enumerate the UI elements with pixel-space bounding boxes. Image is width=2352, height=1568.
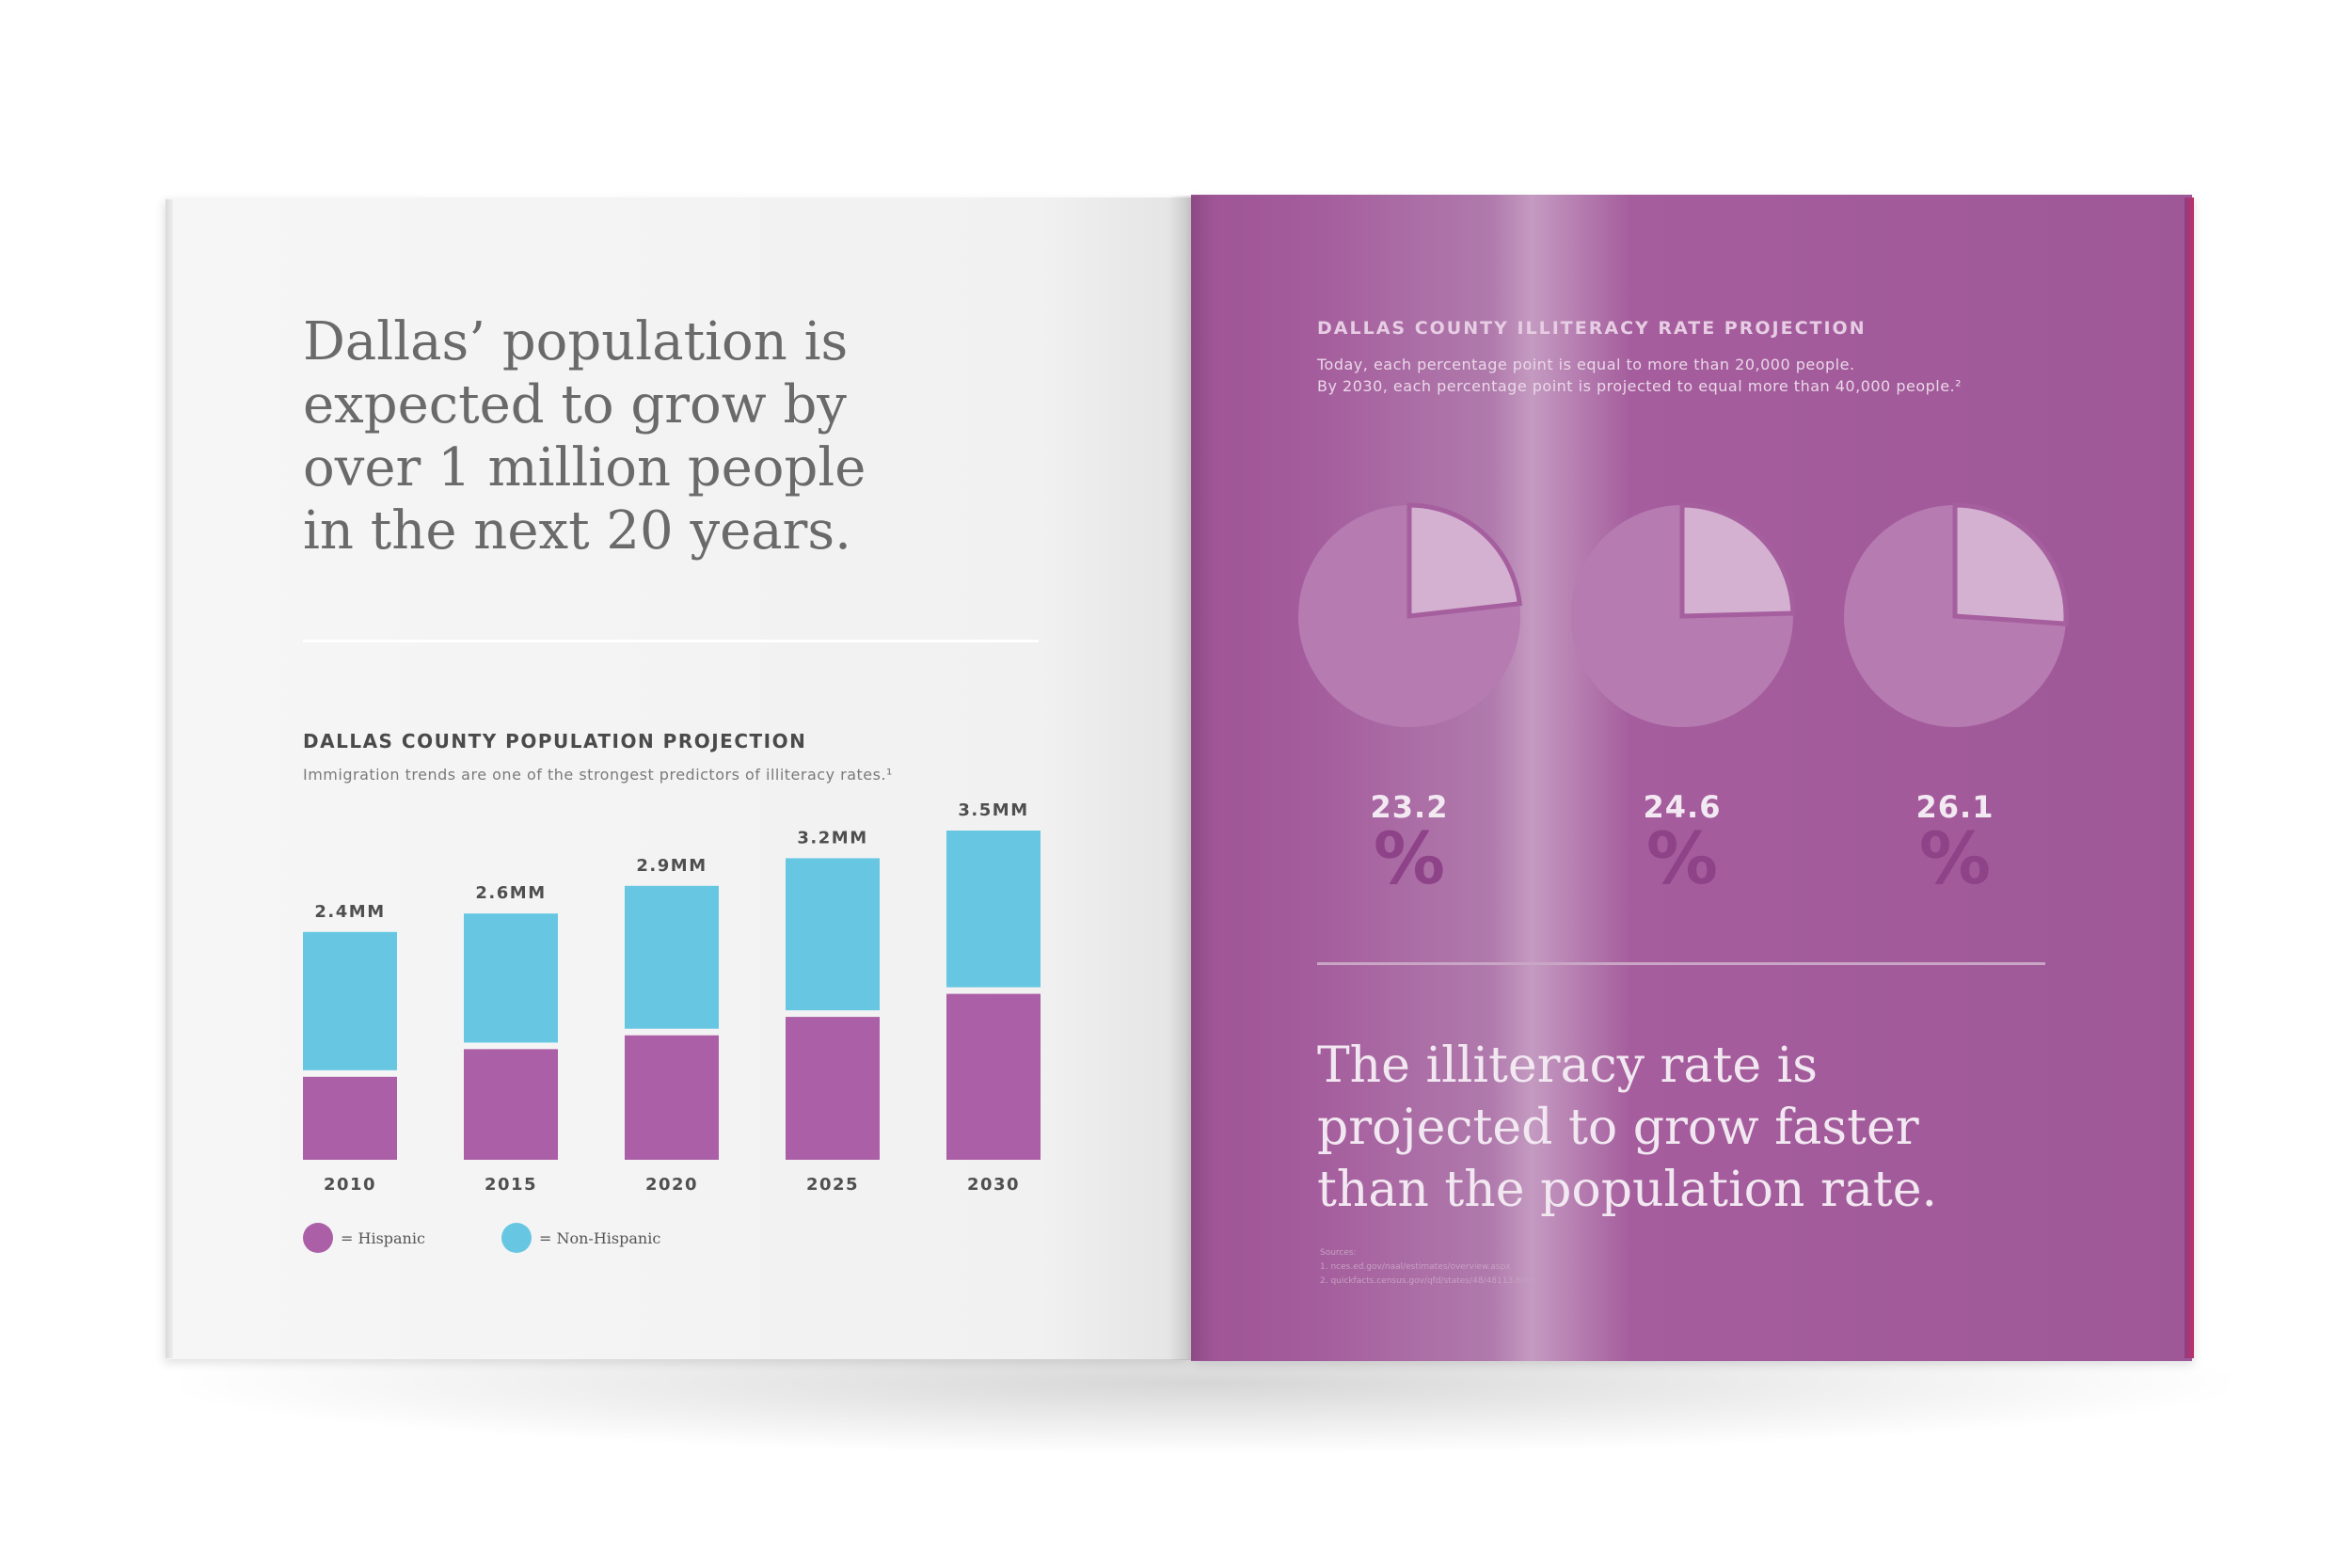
book-spine: [1168, 196, 1214, 1360]
legend-label: = Non-Hispanic: [539, 1228, 661, 1247]
bar-segment-non-hispanic: [946, 831, 1041, 988]
legend-label: = Hispanic: [341, 1228, 425, 1247]
x-axis-tick-label: 2025: [806, 1175, 859, 1195]
legend-hispanic: = Hispanic: [303, 1223, 425, 1253]
sources-footnote: Sources: 1. nces.ed.gov/naal/estimates/o…: [1320, 1246, 1535, 1289]
hispanic-swatch: [303, 1223, 333, 1253]
population-bar-chart: 2.4MM 2010 2.6MM 2015 2.9MM 2020 3.2MM 2025 3.5M…: [303, 800, 1041, 1195]
bar-segment-non-hispanic: [786, 858, 880, 1011]
pie-chart-subtitle: Today, each percentage point is equal to…: [1317, 354, 1962, 397]
left-page-edge: [166, 199, 173, 1358]
pie-slice-illiteracy: [1406, 502, 1523, 619]
bar-segment-non-hispanic: [464, 913, 558, 1043]
bar-segment-non-hispanic: [303, 931, 397, 1070]
source-item: 2. quickfacts.census.gov/qfd/states/48/4…: [1320, 1276, 1535, 1286]
right-page-edge: [2185, 198, 2194, 1358]
bar-total-label: 3.5MM: [958, 800, 1028, 820]
bar-segment-hispanic: [946, 993, 1041, 1160]
percent-symbol: %: [1374, 816, 1445, 900]
bar-total-label: 2.9MM: [636, 856, 707, 876]
left-headline-line: in the next 20 years.: [303, 500, 851, 562]
x-axis-tick-label: 2010: [324, 1175, 376, 1195]
bar-segment-hispanic: [625, 1035, 719, 1160]
percent-symbol: %: [1919, 816, 1991, 900]
pie-subtitle-line: By 2030, each percentage point is projec…: [1317, 377, 1963, 395]
bar-chart-subtitle: Immigration trends are one of the strong…: [303, 766, 893, 784]
percent-symbol: %: [1646, 816, 1718, 900]
bar-segment-hispanic: [303, 1076, 397, 1160]
pie-slice-illiteracy: [1679, 502, 1796, 619]
left-headline-line: Dallas’ population is: [303, 311, 849, 372]
left-headline-line: expected to grow by: [303, 374, 847, 436]
bar-total-label: 3.2MM: [797, 828, 867, 847]
bar-segment-non-hispanic: [625, 885, 719, 1029]
pie-value-label: 24.6: [1644, 789, 1722, 825]
illiteracy-pie-charts: 23.2%24.6%26.1%: [1298, 502, 2069, 900]
x-axis-tick-label: 2020: [645, 1175, 698, 1195]
non-hispanic-swatch: [501, 1223, 532, 1253]
source-item: 1. nces.ed.gov/naal/estimates/overview.a…: [1320, 1262, 1511, 1272]
left-headline-line: over 1 million people: [303, 437, 866, 499]
bar-total-label: 2.4MM: [314, 902, 385, 922]
pie-slice-illiteracy: [1952, 502, 2069, 626]
pie-chart-title: DALLAS COUNTY ILLITERACY RATE PROJECTION: [1317, 318, 1867, 339]
right-headline-line: projected to grow faster: [1317, 1100, 1919, 1156]
left-divider: [303, 640, 1039, 642]
bar-chart-title: DALLAS COUNTY POPULATION PROJECTION: [303, 730, 807, 752]
right-headline-line: than the population rate.: [1317, 1162, 1938, 1218]
sources-heading: Sources:: [1320, 1248, 1357, 1258]
right-divider: [1317, 962, 2045, 965]
x-axis-tick-label: 2030: [967, 1175, 1020, 1195]
right-page: [1191, 195, 2192, 1361]
pie-subtitle-line: Today, each percentage point is equal to…: [1317, 356, 1855, 373]
bar-segment-hispanic: [464, 1049, 558, 1160]
pie-value-label: 26.1: [1916, 789, 1994, 825]
legend-non-hispanic: = Non-Hispanic: [501, 1223, 660, 1253]
right-headline: The illiteracy rate is projected to grow…: [1317, 1035, 2032, 1221]
left-page: [166, 198, 1191, 1359]
left-headline: Dallas’ population is expected to grow b…: [303, 310, 1074, 562]
bar-segment-hispanic: [786, 1017, 880, 1160]
right-headline-line: The illiteracy rate is: [1317, 1037, 1818, 1094]
x-axis-tick-label: 2015: [485, 1175, 537, 1195]
bar-total-label: 2.6MM: [475, 883, 546, 903]
pie-value-label: 23.2: [1371, 789, 1449, 825]
